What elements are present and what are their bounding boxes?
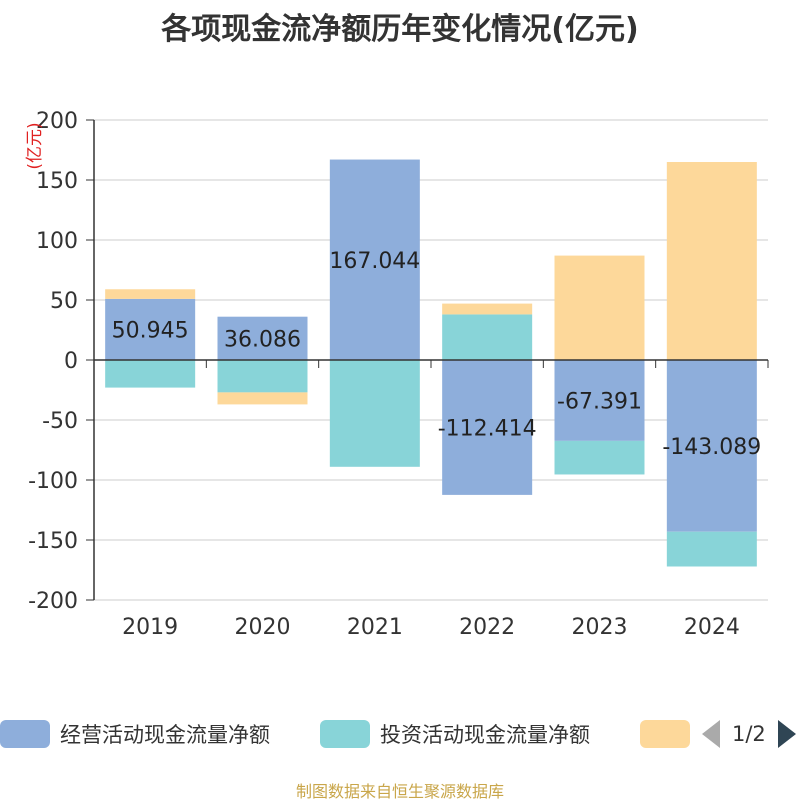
data-label-2023: -67.391 [557,389,642,414]
legend-label: 投资活动现金流量净额 [380,723,590,747]
bar-2024-series-1 [666,360,757,532]
y-tick-label: -50 [42,409,78,434]
source-note: 制图数据来自恒生聚源数据库 [295,782,504,801]
bar-2020-series-3 [217,392,308,405]
data-label-2021: 167.044 [329,249,420,274]
legend-label: 经营活动现金流量净额 [60,723,270,747]
bar-2022-series-2 [442,314,533,360]
bars-layer [105,159,757,567]
x-tick-label: 2024 [684,615,740,640]
x-tick-label: 2023 [572,615,628,640]
x-tick-label: 2022 [459,615,515,640]
data-label-2019: 50.945 [112,318,189,343]
bar-2019-series-3 [105,289,196,299]
bar-2024-series-3 [666,162,757,360]
pager-prev-icon[interactable] [702,720,720,748]
y-tick-label: 200 [36,109,78,134]
y-axis-title: (亿元) [25,122,45,169]
y-tick-label: -100 [28,469,78,494]
x-tick-label: 2019 [122,615,178,640]
legend-swatch [640,720,690,748]
data-label-2024: -143.089 [662,435,761,460]
y-tick-label: 100 [36,229,78,254]
labels-layer: 50.945 36.086 167.044 -112.414 -67.391 -143.0… [112,249,762,460]
bar-2019-series-2 [105,360,196,388]
grid-layer [94,119,768,601]
bar-2019-series-1 [105,298,196,360]
data-label-2020: 36.086 [224,327,301,352]
y-tick-label: 50 [50,289,78,314]
pager-text: 1/2 [732,722,766,746]
bar-2024-series-2 [666,531,757,567]
x-tick-label: 2020 [235,615,291,640]
bar-2022-series-1 [442,360,533,495]
x-tick-label: 2021 [347,615,403,640]
y-tick-label: -150 [28,529,78,554]
chart-title: 各项现金流净额历年变化情况(亿元) [161,12,639,47]
legend-item-3[interactable] [640,716,700,752]
legend-pager: 1/2 [702,716,796,752]
y-tick-label: 0 [64,349,78,374]
bar-2022-series-3 [442,303,533,315]
bar-2023-series-1 [554,360,645,441]
bar-2021-series-2 [329,360,420,467]
pager-next-icon[interactable] [777,720,796,748]
bar-2021-series-1 [329,159,420,360]
axis-layer: 200 150 100 50 0 -50 -100 -150 -200 (亿元) 2019 2020 2… [25,109,769,640]
bar-2020-series-1 [217,316,308,360]
bar-2023-series-3 [554,255,645,360]
legend-item-2[interactable]: 投资活动现金流量净额 [320,716,590,752]
legend: 经营活动现金流量净额 投资活动现金流量净额 1/2 [0,716,800,752]
legend-item-1[interactable]: 经营活动现金流量净额 [0,716,270,752]
legend-swatch [320,720,370,748]
legend-swatch [0,720,50,748]
y-tick-label: -200 [28,589,78,614]
bar-2023-series-2 [554,440,645,475]
y-tick-label: 150 [36,169,78,194]
bar-2020-series-2 [217,360,308,393]
data-label-2022: -112.414 [438,416,537,441]
